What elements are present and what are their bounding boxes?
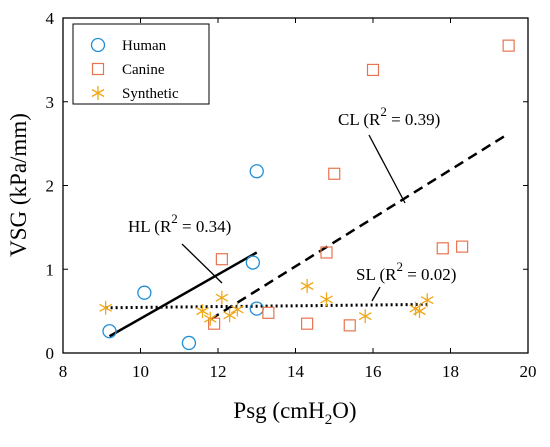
synthetic-point [203,311,217,326]
data-points-layer [99,39,515,351]
canine-point [456,240,469,253]
legend-label-human: Human [122,38,167,54]
canine-point [301,317,314,330]
synthetic-point [300,279,314,293]
canine-point [215,253,228,266]
x-tick-label: 12 [210,362,227,381]
synthetic-point [99,300,113,315]
legend-label-synthetic: Synthetic [122,86,179,102]
asterisk-stroke [320,295,333,304]
y-tick-label: 3 [46,93,55,112]
synthetic-point [230,302,244,317]
canine-point [320,246,333,259]
annotations-layer: HL (R2 = 0.34) CL (R2 = 0.39) SL (R2 = 0.0… [128,104,456,302]
x-tick-label: 10 [132,362,149,381]
asterisk-stroke [215,293,229,302]
canine-point [436,242,449,255]
legend-label-canine: Canine [122,62,165,78]
annotation-leader-HL [181,243,223,284]
x-axis-title: Psg (cmH2O) [233,398,356,428]
human-point [249,301,264,316]
annotation-leader-CL [368,134,406,204]
asterisk-stroke [91,88,105,98]
annotation-HL: HL (R2 = 0.34) [128,211,231,236]
asterisk-stroke [99,303,113,312]
fit-line-CL [209,132,510,321]
synthetic-point [196,304,209,319]
legend-marker-human [90,37,106,53]
canine-point [366,63,380,77]
asterisk-stroke [358,312,372,321]
fit-line-SL [105,302,428,310]
asterisk-stroke [300,281,314,291]
legend: Human Canine Synthetic [72,23,210,105]
fit-line-HL [108,251,258,338]
asterisk-stroke [203,314,217,323]
synthetic-point [413,304,426,319]
canine-point [262,306,275,319]
fit-lines-layer [105,132,510,338]
x-tick-label: 18 [442,362,459,381]
asterisk-stroke [230,305,244,314]
human-point [137,285,152,300]
synthetic-point [420,293,434,308]
y-tick-label: 2 [46,177,55,196]
legend-marker-synthetic [91,86,105,100]
x-tick-label: 14 [287,362,305,381]
human-point [249,164,264,179]
annotation-SL: SL (R2 = 0.02) [356,259,456,284]
human-point [245,255,261,270]
canine-point [343,319,356,332]
x-tick-label: 16 [365,362,382,381]
asterisk-stroke [223,311,237,320]
canine-point [208,317,221,330]
annotation-CL: CL (R2 = 0.39) [338,104,440,129]
canine-point [502,39,515,52]
legend-items: Human Canine Synthetic [90,37,179,102]
y-axis-title: VSG (kPa/mm) [6,113,31,257]
asterisk-stroke [413,307,426,316]
legend-marker-canine [91,62,105,76]
x-tick-label: 8 [59,362,68,381]
y-tick-label: 0 [46,344,55,363]
synthetic-point [358,309,372,324]
canine-point [328,167,341,180]
synthetic-point [215,290,229,305]
human-point [102,324,117,339]
asterisk-stroke [196,307,209,316]
annotation-leader-SL [371,286,381,302]
human-point [181,335,197,351]
synthetic-point [320,292,333,307]
plot-frame [62,17,529,354]
synthetic-point [223,308,237,323]
y-tick-label: 1 [46,260,55,279]
asterisk-stroke [420,296,434,305]
x-tick-label: 20 [520,362,537,381]
y-tick-label: 4 [46,9,55,28]
